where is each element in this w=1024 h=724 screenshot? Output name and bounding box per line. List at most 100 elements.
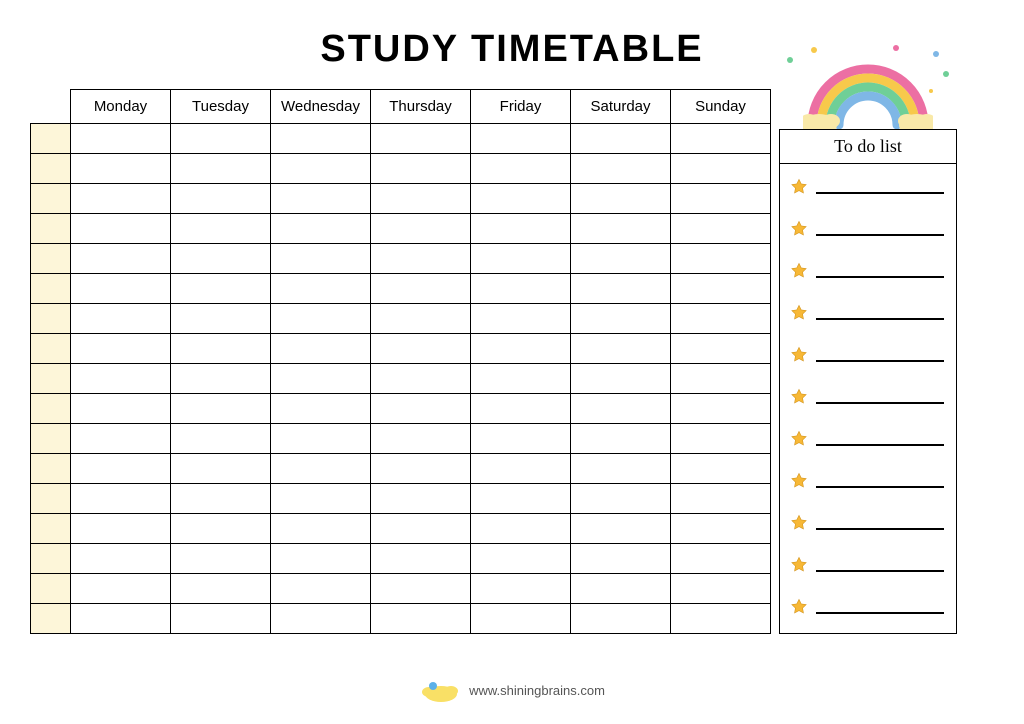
todo-line[interactable] [816, 264, 944, 278]
timetable-cell[interactable] [471, 424, 571, 454]
timetable-cell[interactable] [671, 334, 771, 364]
timetable-cell[interactable] [171, 604, 271, 634]
todo-item[interactable] [790, 430, 944, 448]
timetable-cell[interactable] [171, 484, 271, 514]
todo-item[interactable] [790, 346, 944, 364]
timetable-cell[interactable] [471, 364, 571, 394]
timetable-cell[interactable] [571, 304, 671, 334]
timetable-cell[interactable] [71, 574, 171, 604]
time-cell[interactable] [31, 604, 71, 634]
todo-line[interactable] [816, 306, 944, 320]
timetable-cell[interactable] [71, 274, 171, 304]
time-cell[interactable] [31, 514, 71, 544]
timetable-cell[interactable] [171, 454, 271, 484]
timetable-cell[interactable] [571, 214, 671, 244]
timetable-cell[interactable] [71, 484, 171, 514]
timetable-cell[interactable] [71, 184, 171, 214]
timetable-cell[interactable] [71, 244, 171, 274]
timetable-cell[interactable] [71, 424, 171, 454]
timetable-cell[interactable] [371, 244, 471, 274]
timetable-cell[interactable] [171, 124, 271, 154]
time-cell[interactable] [31, 394, 71, 424]
timetable-cell[interactable] [71, 514, 171, 544]
todo-item[interactable] [790, 598, 944, 616]
timetable-cell[interactable] [271, 514, 371, 544]
timetable-cell[interactable] [471, 184, 571, 214]
timetable-cell[interactable] [271, 424, 371, 454]
timetable-cell[interactable] [471, 304, 571, 334]
timetable-cell[interactable] [371, 214, 471, 244]
timetable-cell[interactable] [471, 124, 571, 154]
timetable-cell[interactable] [671, 154, 771, 184]
timetable-cell[interactable] [371, 304, 471, 334]
timetable-cell[interactable] [471, 454, 571, 484]
timetable-cell[interactable] [71, 604, 171, 634]
timetable-cell[interactable] [71, 454, 171, 484]
time-cell[interactable] [31, 274, 71, 304]
todo-item[interactable] [790, 514, 944, 532]
timetable-cell[interactable] [471, 544, 571, 574]
todo-item[interactable] [790, 472, 944, 490]
timetable-cell[interactable] [671, 394, 771, 424]
timetable-cell[interactable] [671, 424, 771, 454]
timetable-cell[interactable] [471, 274, 571, 304]
timetable-cell[interactable] [271, 604, 371, 634]
timetable-cell[interactable] [671, 124, 771, 154]
timetable-cell[interactable] [571, 334, 671, 364]
timetable-cell[interactable] [71, 124, 171, 154]
timetable-cell[interactable] [271, 184, 371, 214]
timetable-cell[interactable] [271, 304, 371, 334]
time-cell[interactable] [31, 304, 71, 334]
timetable-cell[interactable] [271, 394, 371, 424]
timetable-cell[interactable] [471, 514, 571, 544]
todo-line[interactable] [816, 516, 944, 530]
timetable-cell[interactable] [171, 544, 271, 574]
timetable-cell[interactable] [571, 124, 671, 154]
timetable-cell[interactable] [371, 484, 471, 514]
timetable-cell[interactable] [371, 334, 471, 364]
timetable-cell[interactable] [671, 244, 771, 274]
timetable-cell[interactable] [571, 424, 671, 454]
timetable-cell[interactable] [271, 454, 371, 484]
timetable-cell[interactable] [271, 544, 371, 574]
timetable-cell[interactable] [671, 514, 771, 544]
timetable-cell[interactable] [271, 574, 371, 604]
time-cell[interactable] [31, 544, 71, 574]
timetable-cell[interactable] [371, 184, 471, 214]
timetable-cell[interactable] [371, 604, 471, 634]
todo-line[interactable] [816, 558, 944, 572]
timetable-cell[interactable] [471, 244, 571, 274]
timetable-cell[interactable] [671, 214, 771, 244]
todo-item[interactable] [790, 262, 944, 280]
timetable-cell[interactable] [271, 124, 371, 154]
time-cell[interactable] [31, 334, 71, 364]
timetable-cell[interactable] [271, 244, 371, 274]
timetable-cell[interactable] [671, 604, 771, 634]
timetable-cell[interactable] [671, 364, 771, 394]
timetable-cell[interactable] [371, 274, 471, 304]
timetable-cell[interactable] [471, 214, 571, 244]
timetable-cell[interactable] [571, 274, 671, 304]
timetable-cell[interactable] [171, 304, 271, 334]
time-cell[interactable] [31, 364, 71, 394]
timetable-cell[interactable] [171, 424, 271, 454]
timetable-cell[interactable] [171, 244, 271, 274]
timetable-cell[interactable] [571, 574, 671, 604]
timetable-cell[interactable] [371, 394, 471, 424]
timetable-cell[interactable] [471, 604, 571, 634]
timetable-cell[interactable] [571, 394, 671, 424]
timetable-cell[interactable] [471, 334, 571, 364]
timetable-cell[interactable] [571, 364, 671, 394]
timetable-cell[interactable] [71, 214, 171, 244]
timetable-cell[interactable] [71, 304, 171, 334]
timetable-cell[interactable] [571, 514, 671, 544]
timetable-cell[interactable] [171, 184, 271, 214]
time-cell[interactable] [31, 214, 71, 244]
todo-line[interactable] [816, 432, 944, 446]
todo-item[interactable] [790, 304, 944, 322]
timetable-cell[interactable] [671, 184, 771, 214]
timetable-cell[interactable] [671, 304, 771, 334]
todo-line[interactable] [816, 180, 944, 194]
todo-line[interactable] [816, 222, 944, 236]
time-cell[interactable] [31, 154, 71, 184]
